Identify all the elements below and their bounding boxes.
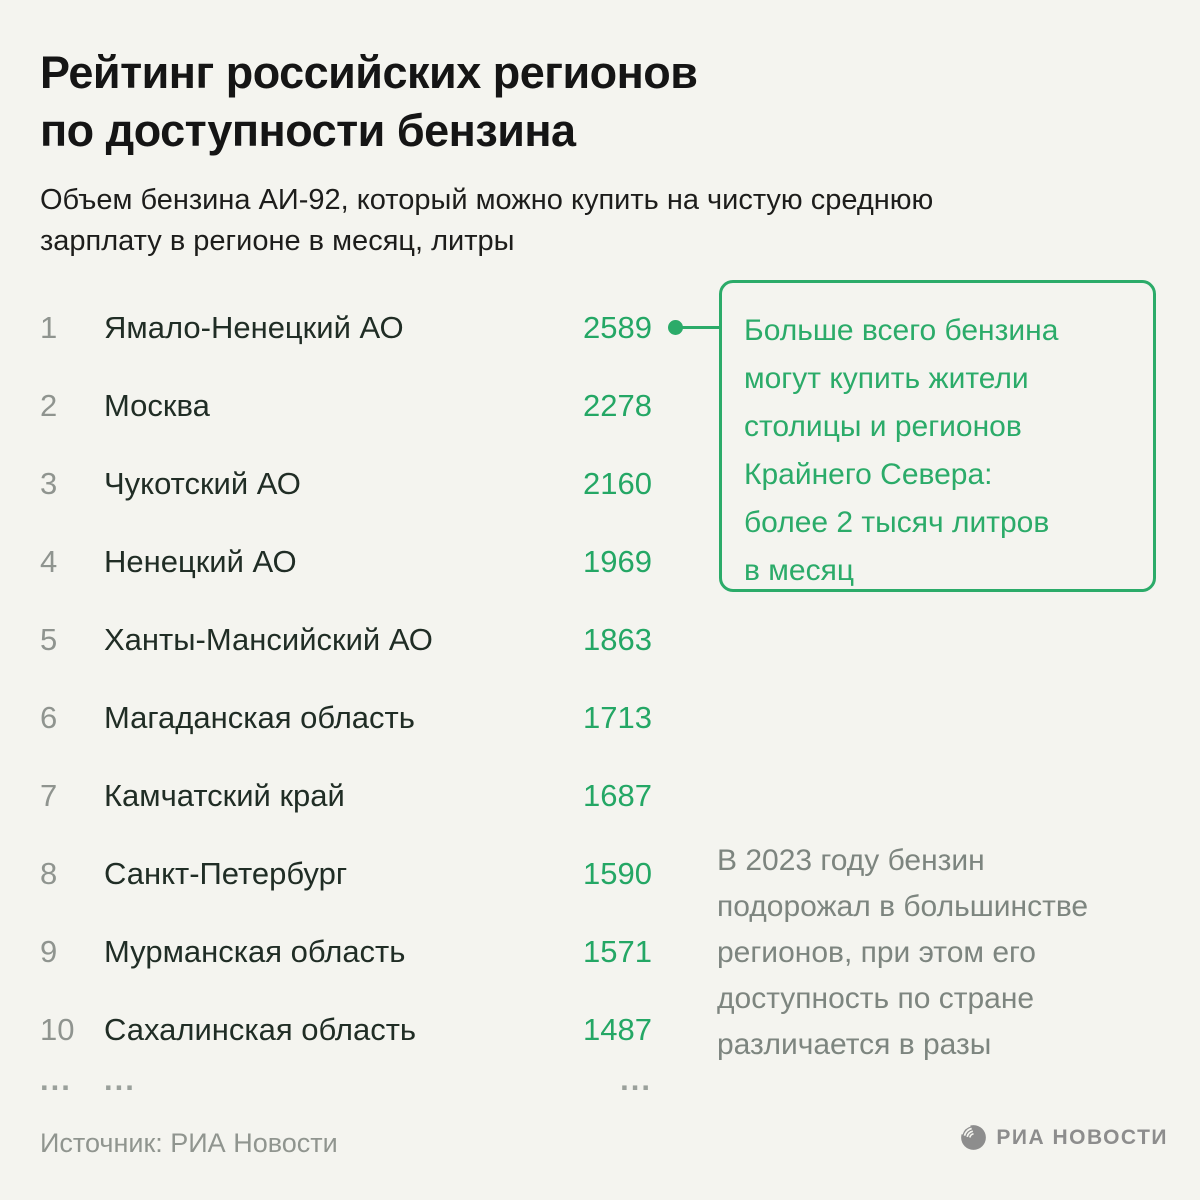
region-cell: Магаданская область bbox=[104, 700, 415, 735]
table-row: 9 Мурманская область 1571 bbox=[40, 913, 652, 991]
table-row: 5 Ханты-Мансийский АО 1863 bbox=[40, 601, 652, 679]
rank-cell: 10 bbox=[40, 1012, 75, 1047]
rank-cell: 5 bbox=[40, 622, 58, 657]
table-row: 2 Москва 2278 bbox=[40, 367, 652, 445]
ria-novosti-logo: РИА НОВОСТИ bbox=[960, 1124, 1168, 1151]
table-row: 7 Камчатский край 1687 bbox=[40, 757, 652, 835]
page-subtitle: Объем бензина АИ-92, который можно купит… bbox=[40, 184, 934, 257]
callout-connector-dot bbox=[668, 320, 683, 335]
region-cell: Москва bbox=[104, 388, 210, 423]
callout-connector-line bbox=[678, 326, 719, 329]
ria-globe-icon bbox=[960, 1124, 987, 1151]
rank-cell: 8 bbox=[40, 856, 58, 891]
table-row: 10 Сахалинская область 1487 bbox=[40, 991, 652, 1069]
rank-cell: 9 bbox=[40, 934, 58, 969]
region-cell: Ненецкий АО bbox=[104, 544, 297, 579]
value-cell: 1487 bbox=[583, 1012, 652, 1047]
rank-cell: 6 bbox=[40, 700, 58, 735]
table-row: 4 Ненецкий АО 1969 bbox=[40, 523, 652, 601]
value-cell: 1571 bbox=[583, 934, 652, 969]
region-cell: Ханты-Мансийский АО bbox=[104, 622, 433, 657]
region-ellipsis: ... bbox=[104, 1062, 136, 1097]
table-row-truncation: ... ... ... bbox=[40, 1062, 652, 1097]
ria-logo-text: РИА НОВОСТИ bbox=[996, 1125, 1168, 1149]
value-cell: 1687 bbox=[583, 778, 652, 813]
value-cell: 1590 bbox=[583, 856, 652, 891]
page-title: Рейтинг российских регионов по доступнос… bbox=[40, 47, 698, 156]
rank-cell: 1 bbox=[40, 310, 58, 345]
value-ellipsis: ... bbox=[620, 1062, 652, 1097]
rank-cell: 2 bbox=[40, 388, 58, 423]
rank-cell: 4 bbox=[40, 544, 58, 579]
rank-cell: 3 bbox=[40, 466, 58, 501]
table-row: 3 Чукотский АО 2160 bbox=[40, 445, 652, 523]
note-text: В 2023 году бензин подорожал в большинст… bbox=[717, 844, 1089, 1061]
source-caption: Источник: РИА Новости bbox=[40, 1128, 338, 1158]
region-cell: Камчатский край bbox=[104, 778, 345, 813]
value-cell: 2589 bbox=[583, 310, 652, 345]
table-row: 6 Магаданская область 1713 bbox=[40, 679, 652, 757]
value-cell: 1713 bbox=[583, 700, 652, 735]
value-cell: 2160 bbox=[583, 466, 652, 501]
region-cell: Санкт-Петербург bbox=[104, 856, 348, 891]
rank-cell: 7 bbox=[40, 778, 58, 813]
table-row: 8 Санкт-Петербург 1590 bbox=[40, 835, 652, 913]
region-cell: Чукотский АО bbox=[104, 466, 301, 501]
table-row: 1 Ямало-Ненецкий АО 2589 bbox=[40, 289, 652, 367]
value-cell: 1863 bbox=[583, 622, 652, 657]
rank-ellipsis: ... bbox=[40, 1062, 72, 1097]
callout-box: Больше всего бензина могут купить жители… bbox=[719, 280, 1156, 592]
region-cell: Мурманская область bbox=[104, 934, 406, 969]
value-cell: 2278 bbox=[583, 388, 652, 423]
value-cell: 1969 bbox=[583, 544, 652, 579]
callout-text: Больше всего бензина могут купить жители… bbox=[744, 314, 1059, 587]
ranking-table: 1 Ямало-Ненецкий АО 2589 2 Москва 2278 3… bbox=[40, 289, 652, 1097]
region-cell: Сахалинская область bbox=[104, 1012, 417, 1047]
region-cell: Ямало-Ненецкий АО bbox=[104, 310, 404, 345]
